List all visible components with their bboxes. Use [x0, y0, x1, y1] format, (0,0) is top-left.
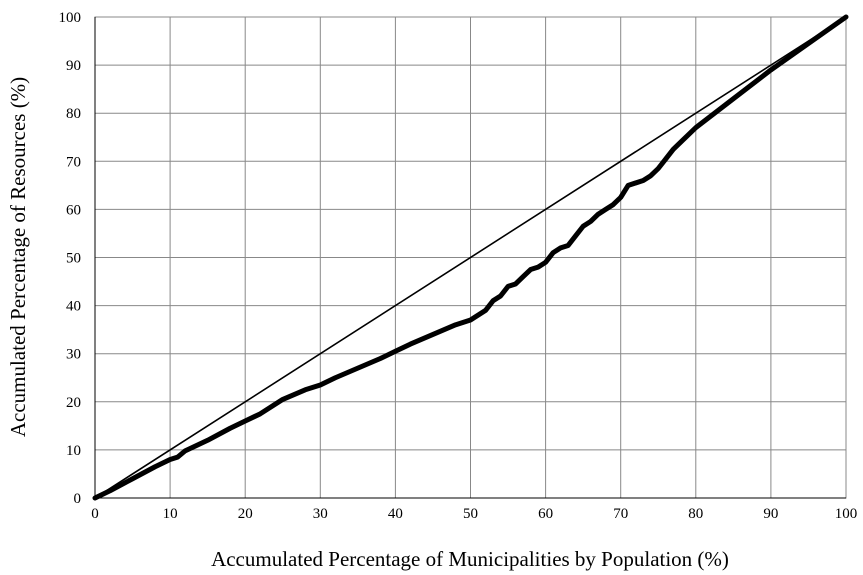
equality-line — [94, 16, 847, 499]
x-tick-label: 30 — [313, 506, 328, 522]
series-layer — [92, 14, 849, 501]
x-tick-label: 70 — [613, 506, 628, 522]
y-tick-label: 40 — [66, 299, 81, 315]
x-tick-label: 40 — [388, 506, 403, 522]
x-tick-label: 50 — [463, 506, 478, 522]
y-tick-label: 70 — [66, 154, 81, 170]
y-tick-label: 90 — [66, 58, 81, 74]
y-tick-label: 20 — [66, 395, 81, 411]
y-tick-label: 80 — [66, 106, 81, 122]
y-tick-label: 10 — [66, 443, 81, 459]
y-tick-label: 60 — [66, 202, 81, 218]
x-tick-label: 90 — [763, 506, 778, 522]
y-tick-label: 50 — [66, 251, 81, 267]
x-tick-label: 10 — [163, 506, 178, 522]
x-axis-title: Accumulated Percentage of Municipalities… — [211, 547, 729, 571]
distribution-curve-line — [92, 14, 849, 501]
y-tick-label: 30 — [66, 347, 81, 363]
x-tick-label: 100 — [835, 506, 858, 522]
y-tick-label: 100 — [59, 10, 82, 26]
y-axis-title: Accumulated Percentage of Resources (%) — [6, 77, 30, 437]
x-axis-ticks: 0 10 20 30 40 50 60 70 80 90 100 — [91, 506, 857, 522]
y-tick-label: 0 — [74, 491, 82, 507]
x-tick-label: 80 — [688, 506, 703, 522]
x-tick-label: 0 — [91, 506, 99, 522]
x-tick-label: 60 — [538, 506, 553, 522]
x-tick-label: 20 — [238, 506, 253, 522]
y-axis-ticks: 0 10 20 30 40 50 60 70 80 90 100 — [59, 10, 82, 507]
